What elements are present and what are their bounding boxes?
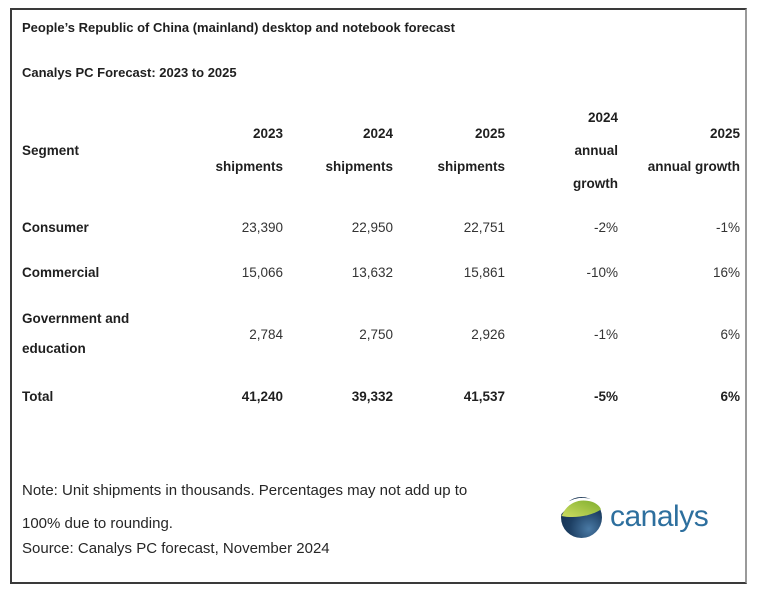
table-row-total: Total 41,240 39,332 41,537 -5% 6% bbox=[22, 373, 740, 419]
table-row-government-education: Government and education 2,784 2,750 2,9… bbox=[22, 295, 740, 373]
forecast-table: Segment 2023 shipments 2024 shipments 20… bbox=[22, 95, 740, 419]
forecast-table-panel: People’s Republic of China (mainland) de… bbox=[10, 8, 747, 584]
column-header-2024-annual-growth: 2024 annual growth bbox=[573, 109, 618, 191]
cell-commercial-2024-growth: -10% bbox=[586, 265, 618, 280]
column-header-2025-shipments: 2025 shipments bbox=[437, 126, 505, 174]
table-header-row: Segment 2023 shipments 2024 shipments 20… bbox=[22, 95, 740, 205]
cell-total-2025-shipments: 41,537 bbox=[463, 388, 505, 404]
cell-consumer-2023-shipments: 23,390 bbox=[241, 220, 283, 235]
page-title: People’s Republic of China (mainland) de… bbox=[22, 20, 455, 35]
cell-gov-2025-growth: 6% bbox=[720, 326, 740, 342]
cell-gov-2025-shipments: 2,926 bbox=[471, 326, 505, 342]
cell-consumer-2025-growth: -1% bbox=[715, 220, 740, 235]
cell-commercial-2023-shipments: 15,066 bbox=[241, 265, 283, 280]
cell-consumer-2024-growth: -2% bbox=[593, 220, 618, 235]
canalys-globe-icon bbox=[561, 496, 602, 538]
cell-total-2024-shipments: 39,332 bbox=[351, 388, 393, 404]
segment-label: Commercial bbox=[22, 265, 100, 280]
cell-gov-2024-shipments: 2,750 bbox=[359, 326, 393, 342]
cell-consumer-2024-shipments: 22,950 bbox=[351, 220, 393, 235]
table-row-consumer: Consumer 23,390 22,950 22,751 -2% -1% bbox=[22, 205, 740, 250]
cell-gov-2024-growth: -1% bbox=[593, 326, 618, 342]
column-header-2025-annual-growth: 2025 annual growth bbox=[647, 126, 740, 174]
cell-commercial-2025-growth: 16% bbox=[712, 265, 740, 280]
cell-gov-2023-shipments: 2,784 bbox=[249, 326, 283, 342]
cell-commercial-2024-shipments: 13,632 bbox=[351, 265, 393, 280]
source-line: Source: Canalys PC forecast, November 20… bbox=[22, 540, 330, 557]
page-subtitle: Canalys PC Forecast: 2023 to 2025 bbox=[22, 65, 237, 80]
column-header-segment: Segment bbox=[22, 142, 80, 158]
table-row-commercial: Commercial 15,066 13,632 15,861 -10% 16% bbox=[22, 250, 740, 295]
footnote-line-2: 100% due to rounding. bbox=[22, 515, 173, 532]
segment-label: Government and education bbox=[22, 311, 130, 356]
footnote: Note: Unit shipments in thousands. Perce… bbox=[22, 474, 467, 540]
footnote-line-1: Note: Unit shipments in thousands. Perce… bbox=[22, 482, 468, 499]
cell-total-2023-shipments: 41,240 bbox=[241, 388, 283, 404]
canalys-logo: canalys bbox=[561, 496, 709, 538]
cell-commercial-2025-shipments: 15,861 bbox=[463, 265, 505, 280]
segment-label: Consumer bbox=[22, 220, 89, 235]
canalys-wordmark: canalys bbox=[610, 500, 709, 533]
cell-total-2024-growth: -5% bbox=[593, 388, 618, 404]
column-header-2023-shipments: 2023 shipments bbox=[215, 126, 283, 174]
cell-total-2025-growth: 6% bbox=[720, 388, 740, 404]
column-header-2024-shipments: 2024 shipments bbox=[325, 126, 393, 174]
segment-label: Total bbox=[22, 388, 54, 404]
cell-consumer-2025-shipments: 22,751 bbox=[463, 220, 505, 235]
